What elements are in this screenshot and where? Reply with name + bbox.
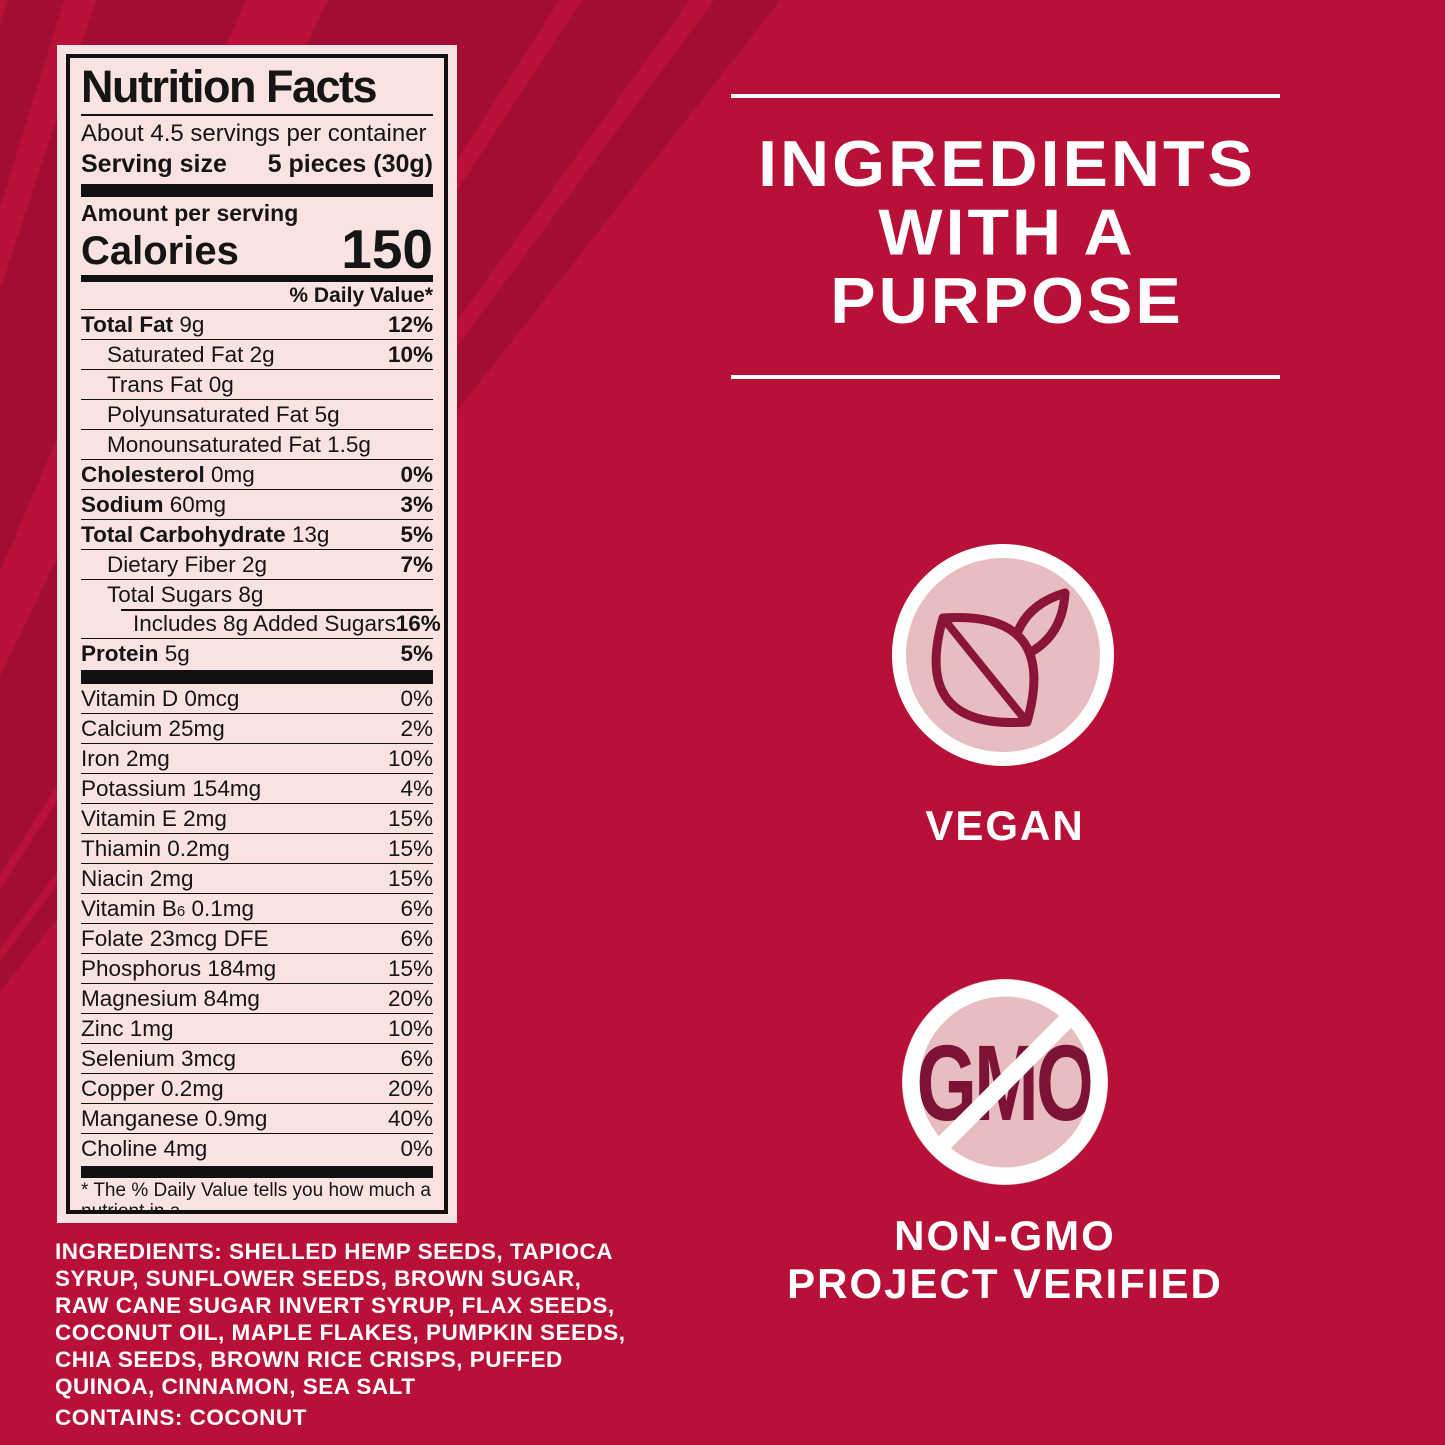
vitamin-row: Niacin 2mg 15%: [81, 863, 433, 893]
vitamin-row: Vitamin B6 0.1mg 6%: [81, 893, 433, 923]
servings-per-container: About 4.5 servings per container: [81, 120, 427, 147]
calories-label: Calories: [81, 229, 239, 273]
heading-rule-top: [731, 94, 1280, 98]
calories-value: 150: [341, 218, 433, 280]
nutrient-row: Total Fat 9g 12%: [81, 309, 433, 339]
daily-value-header: % Daily Value*: [289, 284, 433, 307]
ingredients-label: INGREDIENTS:: [55, 1239, 223, 1264]
thick-divider: [81, 1166, 433, 1178]
heading-rule-bottom: [731, 375, 1280, 379]
vegan-label: VEGAN: [925, 802, 1085, 849]
nutrient-row: Sodium 60mg 3%: [81, 489, 433, 519]
vitamin-row: Folate 23mcg DFE 6%: [81, 923, 433, 953]
vitamin-row: Copper 0.2mg 20%: [81, 1073, 433, 1103]
nutrient-row: Dietary Fiber 2g 7%: [81, 549, 433, 579]
serving-size-row: Serving size 5 pieces (30g): [81, 149, 433, 180]
vitamin-row: Magnesium 84mg 20%: [81, 983, 433, 1013]
vitamin-row: Manganese 0.9mg 40%: [81, 1103, 433, 1133]
daily-value-footnote: * The % Daily Value tells you how much a…: [81, 1180, 431, 1214]
calories-row: Calories 150: [81, 218, 433, 280]
amount-per-serving-label: Amount per serving: [81, 200, 299, 226]
medium-divider: [81, 275, 433, 282]
vitamin-row: Vitamin D 0mcg 0%: [81, 685, 433, 711]
nutrient-row: Saturated Fat 2g 10%: [81, 339, 433, 369]
thick-divider: [81, 184, 433, 197]
nutrient-row: Includes 8g Added Sugars 16%: [81, 609, 441, 638]
nutrient-row: Monounsaturated Fat 1.5g: [81, 429, 433, 459]
nutrition-facts-title: Nutrition Facts: [81, 61, 378, 112]
vitamin-row: Thiamin 0.2mg 15%: [81, 833, 433, 863]
vitamin-row: Vitamin E 2mg 15%: [81, 803, 433, 833]
ingredients-text: SHELLED HEMP SEEDS, TAPIOCA SYRUP, SUNFL…: [55, 1239, 626, 1399]
vitamin-row: Zinc 1mg 10%: [81, 1013, 433, 1043]
vitamin-row: Calcium 25mg 2%: [81, 713, 433, 743]
nutrient-row: Cholesterol 0mg 0%: [81, 459, 433, 489]
vitamin-row: Choline 4mg 0%: [81, 1133, 433, 1163]
contains-statement: CONTAINS: COCONUT: [55, 1404, 675, 1431]
nutrient-row: Total Carbohydrate 13g 5%: [81, 519, 433, 549]
thick-divider: [81, 670, 433, 684]
no-gmo-icon: GMO: [902, 979, 1108, 1185]
non-gmo-label: NON-GMO PROJECT VERIFIED: [787, 1212, 1223, 1307]
vitamin-row: Selenium 3mcg 6%: [81, 1043, 433, 1073]
vitamin-row: Potassium 154mg 4%: [81, 773, 433, 803]
nutrition-facts-label: Nutrition Facts About 4.5 servings per c…: [57, 45, 457, 1223]
title-rule: [81, 114, 433, 116]
nutrient-row: Protein 5g 5%: [81, 638, 433, 668]
vitamin-row: Iron 2mg 10%: [81, 743, 433, 773]
nutrient-row: Trans Fat 0g: [81, 369, 433, 399]
nutrition-facts-border: Nutrition Facts About 4.5 servings per c…: [66, 54, 448, 1214]
ingredients-list: INGREDIENTS: SHELLED HEMP SEEDS, TAPIOCA…: [55, 1238, 675, 1400]
vitamin-row: Phosphorus 184mg 15%: [81, 953, 433, 983]
contains-label: CONTAINS:: [55, 1405, 183, 1430]
contains-value: COCONUT: [182, 1405, 307, 1430]
serving-size-label: Serving size: [81, 150, 227, 178]
panel-heading: INGREDIENTS WITH A PURPOSE: [758, 128, 1256, 338]
vegan-leaf-icon: [892, 544, 1114, 766]
nutrient-row: Total Sugars 8g: [81, 579, 433, 609]
serving-size-value: 5 pieces (30g): [267, 150, 433, 178]
nutrient-row: Polyunsaturated Fat 5g: [81, 399, 433, 429]
